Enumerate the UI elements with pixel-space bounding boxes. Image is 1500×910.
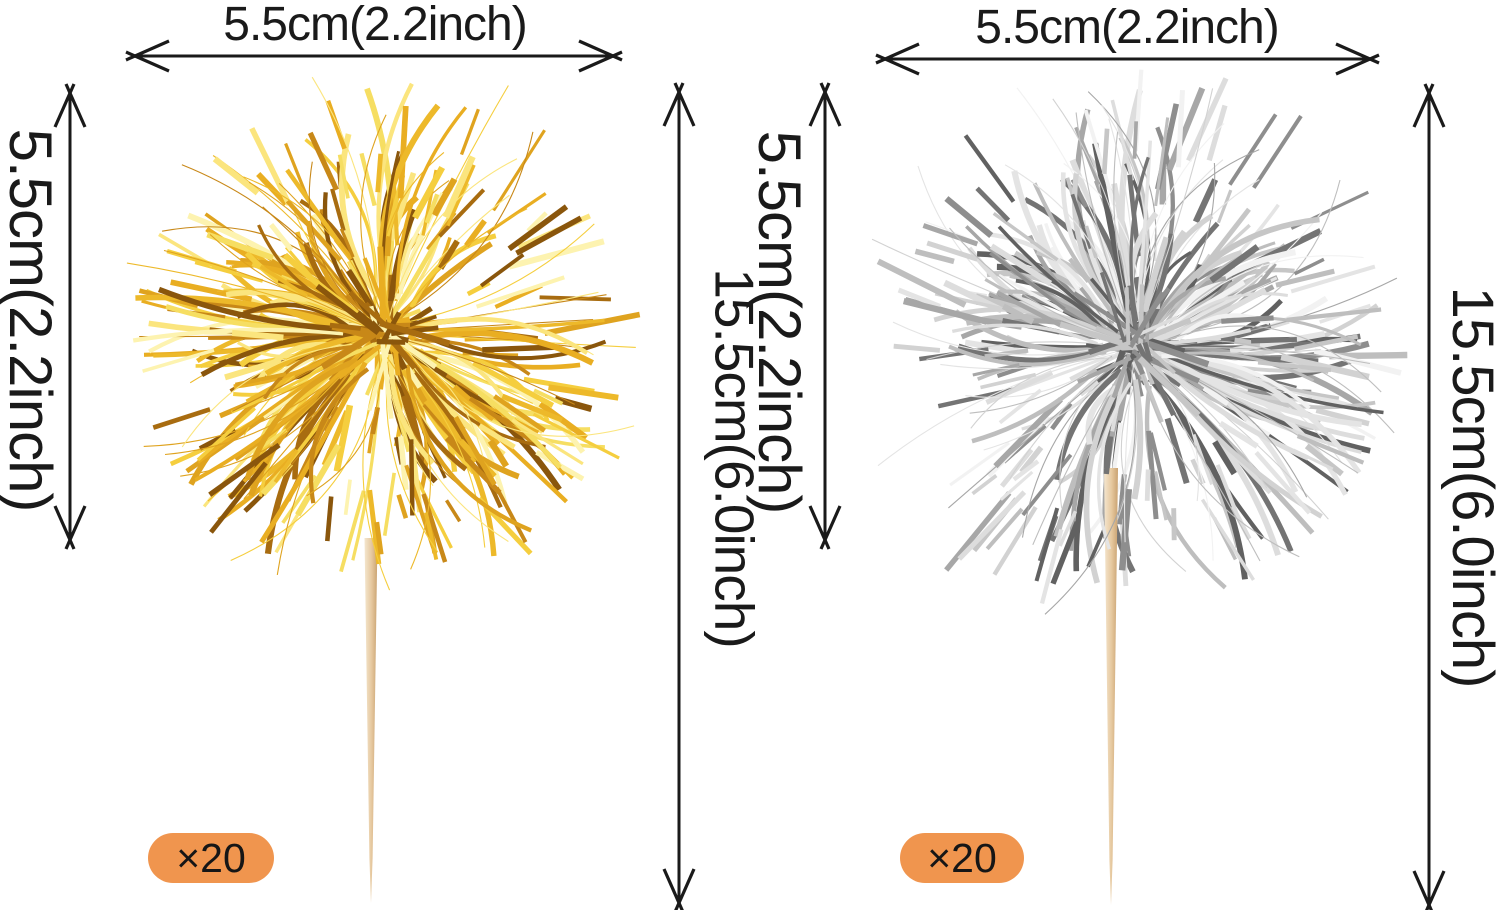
gold-count-badge: ×20	[148, 833, 274, 883]
gold-width-arrow	[125, 39, 623, 73]
silver-total-height-label: 15.5cm(6.0inch)	[1440, 286, 1500, 688]
silver-pom-height-arrow	[808, 82, 842, 550]
gold-pom-height-label: 5.5cm(2.2inch)	[0, 128, 64, 512]
gold-count-text: ×20	[176, 834, 246, 881]
silver-count-text: ×20	[927, 834, 997, 881]
gold-pom-height-arrow	[53, 83, 87, 550]
silver-pom-height-label: 5.5cm(2.2inch)	[746, 130, 813, 514]
dimension-arrows	[53, 39, 1446, 910]
silver-total-height-arrow	[1412, 83, 1446, 910]
silver-width-arrow	[875, 42, 1380, 76]
silver-wooden-pick	[1104, 468, 1118, 905]
silver-pom-front-strands	[876, 88, 1384, 615]
silver-pom-width-label: 5.5cm(2.2inch)	[975, 1, 1279, 54]
gold-pom-width-label: 5.5cm(2.2inch)	[223, 0, 527, 51]
silver-count-badge: ×20	[900, 833, 1024, 883]
gold-total-height-arrow	[662, 82, 696, 910]
gold-pom-front-strands	[126, 103, 635, 591]
gold-wooden-pick	[364, 538, 378, 903]
